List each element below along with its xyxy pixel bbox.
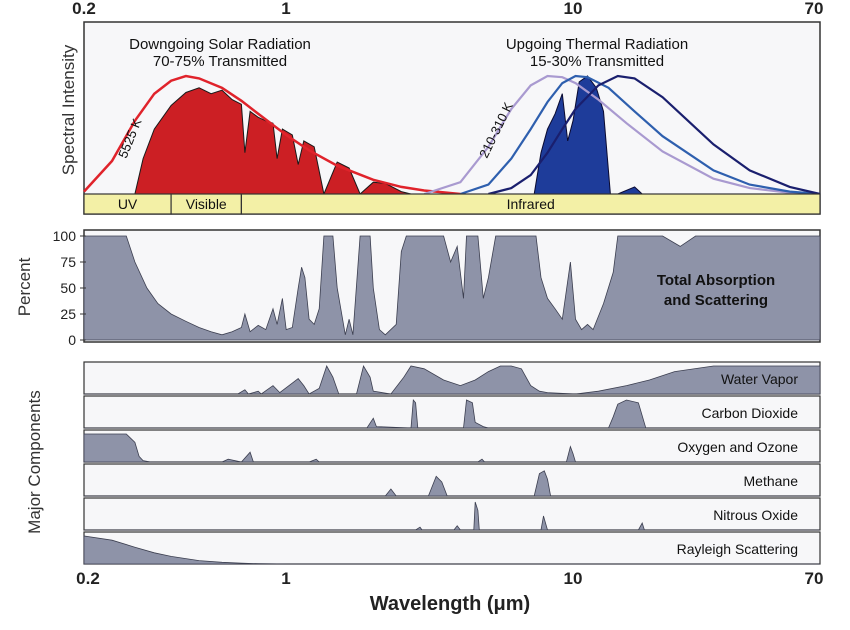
solar-transmitted-area [134,87,444,196]
band-label: Infrared [507,196,555,212]
major-components-axis-label: Major Components [25,390,44,534]
top-tick-label: 0.2 [72,0,96,18]
solar-title-line-1: Downgoing Solar Radiation [129,36,311,53]
thermal-blackbody-curve [423,74,821,196]
component-row: Carbon Dioxide [83,395,821,429]
component-row-frame [83,497,821,531]
thermal-blackbody-curve [488,74,821,196]
total-absorption-area [83,235,821,341]
thermal-title-line-2: 15-30% Transmitted [530,53,664,70]
top-axis-tick-labels: 0.2 1 10 70 [72,0,823,18]
component-label: Methane [744,473,799,489]
bottom-tick-label: 10 [564,569,583,588]
band-label: Visible [186,196,227,212]
percent-axis-ticks: 0 25 50 75 100 [53,228,86,348]
component-absorption-area [84,398,820,429]
bottom-tick-label: 1 [281,569,290,588]
component-label: Nitrous Oxide [713,507,798,523]
bottom-tick-label: 0.2 [76,569,100,588]
component-label: Carbon Dioxide [702,405,799,421]
component-label: Rayleigh Scattering [677,541,798,557]
percent-tick-label: 50 [60,280,76,296]
components-panel: Water Vapor Carbon Dioxide Oxygen and Ozon… [83,361,821,565]
component-absorption-area [83,535,820,565]
component-row: Methane [83,463,821,497]
thermal-blackbody-curve [460,74,821,196]
band-segment [240,193,821,215]
top-tick-label: 10 [564,0,583,18]
component-label: Water Vapor [721,371,798,387]
absorption-title-line-2: and Scattering [664,292,768,309]
bottom-tick-label: 70 [805,569,824,588]
spectrum-band-bar: UV Visible Infrared [83,193,821,215]
percent-axis-label: Percent [15,257,34,316]
solar-blackbody-curve [83,74,461,196]
spectral-intensity-axis-label: Spectral Intensity [59,44,78,175]
component-row-frame [83,531,821,565]
component-row-frame [83,463,821,497]
component-absorption-area [84,364,821,395]
x-axis-title: Wavelength (μm) [370,593,530,615]
component-label: Oxygen and Ozone [677,439,798,455]
absorption-title-line-1: Total Absorption [657,272,775,289]
component-row-frame [83,395,821,429]
component-row: Nitrous Oxide [83,497,821,531]
solar-title-line-2: 70-75% Transmitted [153,53,287,70]
top-tick-label: 1 [281,0,290,18]
top-tick-label: 70 [805,0,824,18]
absorption-panel-marks [83,235,821,341]
thermal-title-line-1: Upgoing Thermal Radiation [506,36,688,53]
component-row: Rayleigh Scattering [83,531,821,565]
component-absorption-area [84,501,820,531]
component-absorption-area [84,470,820,497]
percent-tick-label: 25 [60,306,76,322]
component-row-frame [83,429,821,463]
percent-tick-label: 75 [60,254,76,270]
component-row: Oxygen and Ozone [83,429,821,463]
percent-tick-label: 0 [68,332,76,348]
component-absorption-area [83,433,820,463]
band-label: UV [118,196,138,212]
percent-tick-label: 100 [53,228,77,244]
spectral-panel-marks [83,74,821,196]
thermal-transmitted-area [533,75,644,195]
component-row: Water Vapor [83,361,821,395]
